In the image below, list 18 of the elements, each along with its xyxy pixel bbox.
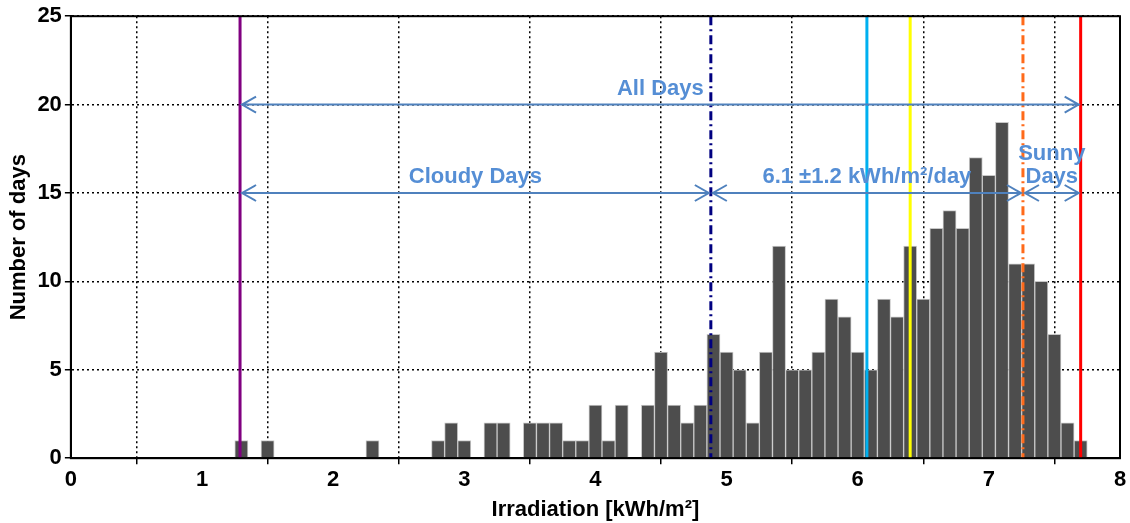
x-tick-label: 4 bbox=[589, 466, 603, 492]
x-tick-label: 5 bbox=[720, 466, 733, 492]
annotation: All Days bbox=[616, 74, 704, 100]
x-tick-label: 3 bbox=[458, 466, 471, 492]
y-tick-label: 0 bbox=[49, 444, 62, 470]
annotation: Cloudy Days bbox=[408, 162, 543, 188]
x-tick-label: 7 bbox=[982, 466, 995, 492]
x-tick-label: 1 bbox=[195, 466, 209, 492]
y-tick-label: 25 bbox=[37, 2, 62, 28]
y-tick-label: 10 bbox=[37, 267, 62, 293]
x-tick-label: 2 bbox=[327, 466, 340, 492]
x-axis-title: Irradiation [kWh/m²] bbox=[491, 495, 700, 521]
y-axis-title: Number of days bbox=[5, 154, 31, 321]
x-tick-label: 6 bbox=[851, 466, 864, 492]
y-tick-label: 5 bbox=[49, 355, 62, 381]
y-tick-label: 15 bbox=[37, 179, 62, 205]
y-tick-label: 20 bbox=[37, 90, 62, 116]
x-tick-label: 8 bbox=[1113, 466, 1127, 492]
